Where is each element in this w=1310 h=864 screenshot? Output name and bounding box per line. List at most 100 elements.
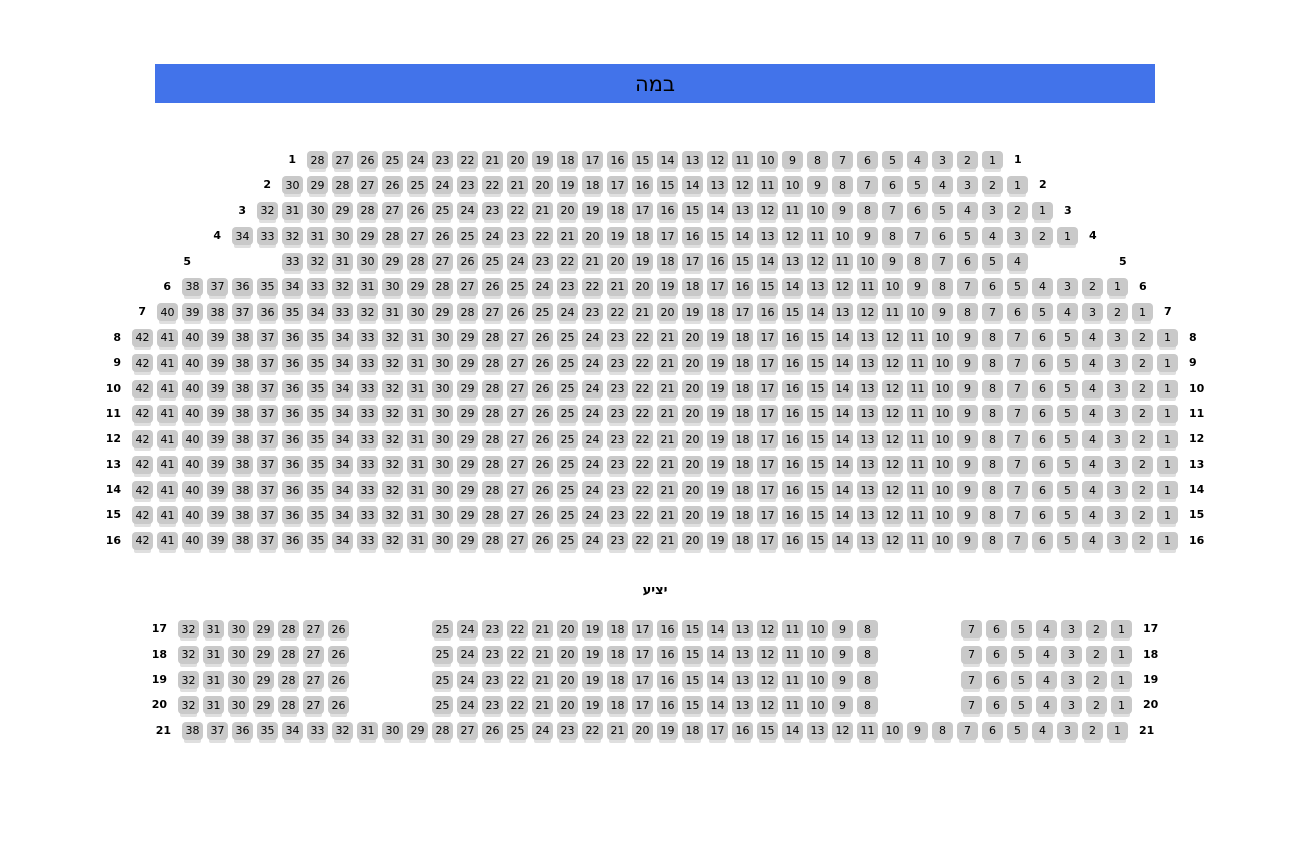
seat-row19-n22[interactable]: 22 xyxy=(507,671,528,690)
seat-row6-n23[interactable]: 23 xyxy=(557,277,578,296)
seat-row1-n12[interactable]: 12 xyxy=(707,151,728,169)
seat-row15-n25[interactable]: 25 xyxy=(557,506,578,525)
seat-row7-n5[interactable]: 5 xyxy=(1032,303,1053,322)
seat-row7-n10[interactable]: 10 xyxy=(907,303,928,322)
seat-row11-n3[interactable]: 3 xyxy=(1107,404,1128,423)
seat-row14-n16[interactable]: 16 xyxy=(782,481,803,500)
seat-row14-n20[interactable]: 20 xyxy=(682,481,703,500)
seat-row10-n19[interactable]: 19 xyxy=(707,379,728,398)
seat-row17-n27[interactable]: 27 xyxy=(303,620,324,639)
seat-row15-n19[interactable]: 19 xyxy=(707,506,728,525)
seat-row13-n18[interactable]: 18 xyxy=(732,455,753,474)
seat-row10-n2[interactable]: 2 xyxy=(1132,379,1153,398)
seat-row6-n16[interactable]: 16 xyxy=(732,277,753,296)
seat-row5-n16[interactable]: 16 xyxy=(707,252,728,271)
seat-row10-n10[interactable]: 10 xyxy=(932,379,953,398)
seat-row7-n6[interactable]: 6 xyxy=(1007,303,1028,322)
seat-row5-n30[interactable]: 30 xyxy=(357,252,378,271)
seat-row12-n4[interactable]: 4 xyxy=(1082,430,1103,449)
seat-row19-n21[interactable]: 21 xyxy=(532,671,553,690)
seat-row19-n19[interactable]: 19 xyxy=(582,671,603,690)
seat-row9-n1[interactable]: 1 xyxy=(1157,354,1178,373)
seat-row6-n5[interactable]: 5 xyxy=(1007,277,1028,296)
seat-row9-n33[interactable]: 33 xyxy=(357,354,378,373)
seat-row6-n36[interactable]: 36 xyxy=(232,277,253,296)
seat-row17-n11[interactable]: 11 xyxy=(782,620,803,639)
seat-row3-n5[interactable]: 5 xyxy=(932,201,953,220)
seat-row6-n34[interactable]: 34 xyxy=(282,277,303,296)
seat-row21-n1[interactable]: 1 xyxy=(1107,721,1128,740)
seat-row8-n15[interactable]: 15 xyxy=(807,328,828,347)
seat-row15-n41[interactable]: 41 xyxy=(157,506,178,525)
seat-row8-n21[interactable]: 21 xyxy=(657,328,678,347)
seat-row8-n26[interactable]: 26 xyxy=(532,328,553,347)
seat-row9-n17[interactable]: 17 xyxy=(757,354,778,373)
seat-row8-n30[interactable]: 30 xyxy=(432,328,453,347)
seat-row10-n6[interactable]: 6 xyxy=(1032,379,1053,398)
seat-row17-n29[interactable]: 29 xyxy=(253,620,274,639)
seat-row7-n8[interactable]: 8 xyxy=(957,303,978,322)
seat-row6-n20[interactable]: 20 xyxy=(632,277,653,296)
seat-row12-n29[interactable]: 29 xyxy=(457,430,478,449)
seat-row11-n25[interactable]: 25 xyxy=(557,404,578,423)
seat-row5-n19[interactable]: 19 xyxy=(632,252,653,271)
seat-row10-n21[interactable]: 21 xyxy=(657,379,678,398)
seat-row6-n35[interactable]: 35 xyxy=(257,277,278,296)
seat-row16-n25[interactable]: 25 xyxy=(557,531,578,550)
seat-row2-n12[interactable]: 12 xyxy=(732,176,753,195)
seat-row21-n18[interactable]: 18 xyxy=(682,721,703,740)
seat-row8-n6[interactable]: 6 xyxy=(1032,328,1053,347)
seat-row16-n32[interactable]: 32 xyxy=(382,531,403,550)
seat-row5-n7[interactable]: 7 xyxy=(932,252,953,271)
seat-row19-n23[interactable]: 23 xyxy=(482,671,503,690)
seat-row4-n3[interactable]: 3 xyxy=(1007,227,1028,246)
seat-row13-n32[interactable]: 32 xyxy=(382,455,403,474)
seat-row14-n39[interactable]: 39 xyxy=(207,481,228,500)
seat-row9-n11[interactable]: 11 xyxy=(907,354,928,373)
seat-row19-n28[interactable]: 28 xyxy=(278,671,299,690)
seat-row21-n28[interactable]: 28 xyxy=(432,721,453,740)
seat-row12-n42[interactable]: 42 xyxy=(132,430,153,449)
seat-row16-n36[interactable]: 36 xyxy=(282,531,303,550)
seat-row10-n22[interactable]: 22 xyxy=(632,379,653,398)
seat-row4-n32[interactable]: 32 xyxy=(282,227,303,246)
seat-row4-n30[interactable]: 30 xyxy=(332,227,353,246)
seat-row17-n4[interactable]: 4 xyxy=(1036,620,1057,639)
seat-row16-n27[interactable]: 27 xyxy=(507,531,528,550)
seat-row12-n6[interactable]: 6 xyxy=(1032,430,1053,449)
seat-row4-n19[interactable]: 19 xyxy=(607,227,628,246)
seat-row7-n35[interactable]: 35 xyxy=(282,303,303,322)
seat-row9-n16[interactable]: 16 xyxy=(782,354,803,373)
seat-row10-n15[interactable]: 15 xyxy=(807,379,828,398)
seat-row10-n7[interactable]: 7 xyxy=(1007,379,1028,398)
seat-row21-n32[interactable]: 32 xyxy=(332,721,353,740)
seat-row16-n17[interactable]: 17 xyxy=(757,531,778,550)
seat-row2-n13[interactable]: 13 xyxy=(707,176,728,195)
seat-row19-n18[interactable]: 18 xyxy=(607,671,628,690)
seat-row13-n3[interactable]: 3 xyxy=(1107,455,1128,474)
seat-row19-n13[interactable]: 13 xyxy=(732,671,753,690)
seat-row9-n39[interactable]: 39 xyxy=(207,354,228,373)
seat-row3-n9[interactable]: 9 xyxy=(832,201,853,220)
seat-row6-n11[interactable]: 11 xyxy=(857,277,878,296)
seat-row2-n27[interactable]: 27 xyxy=(357,176,378,195)
seat-row9-n40[interactable]: 40 xyxy=(182,354,203,373)
seat-row16-n34[interactable]: 34 xyxy=(332,531,353,550)
seat-row13-n26[interactable]: 26 xyxy=(532,455,553,474)
seat-row12-n3[interactable]: 3 xyxy=(1107,430,1128,449)
seat-row7-n25[interactable]: 25 xyxy=(532,303,553,322)
seat-row9-n10[interactable]: 10 xyxy=(932,354,953,373)
seat-row21-n30[interactable]: 30 xyxy=(382,721,403,740)
seat-row1-n9[interactable]: 9 xyxy=(782,151,803,169)
seat-row13-n24[interactable]: 24 xyxy=(582,455,603,474)
seat-row11-n35[interactable]: 35 xyxy=(307,404,328,423)
seat-row2-n5[interactable]: 5 xyxy=(907,176,928,195)
seat-row17-n31[interactable]: 31 xyxy=(203,620,224,639)
seat-row1-n3[interactable]: 3 xyxy=(932,151,953,169)
seat-row9-n38[interactable]: 38 xyxy=(232,354,253,373)
seat-row4-n18[interactable]: 18 xyxy=(632,227,653,246)
seat-row8-n8[interactable]: 8 xyxy=(982,328,1003,347)
seat-row10-n12[interactable]: 12 xyxy=(882,379,903,398)
seat-row7-n22[interactable]: 22 xyxy=(607,303,628,322)
seat-row18-n1[interactable]: 1 xyxy=(1111,645,1132,664)
